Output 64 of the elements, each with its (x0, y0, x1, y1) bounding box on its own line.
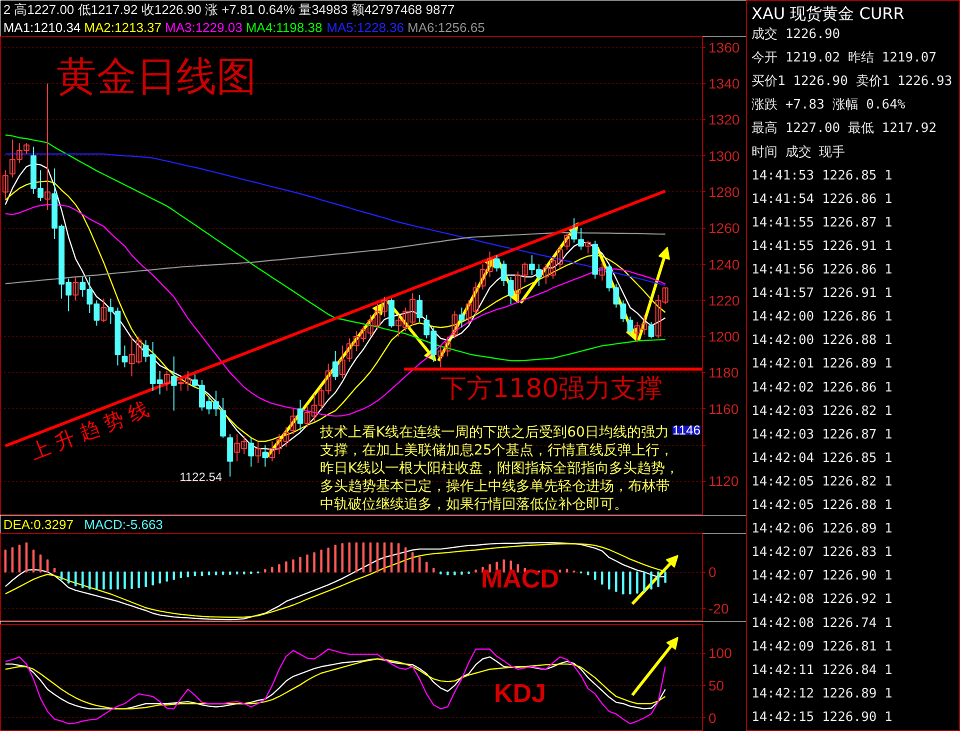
y-tick-label: 1240 (708, 256, 740, 272)
text: 14:42:11 1226.84 1 (752, 662, 892, 678)
y-tick-label: 1300 (708, 148, 740, 164)
y-tick-label: 1180 (708, 364, 739, 381)
text: 14:41:54 1226.86 1 (752, 192, 892, 207)
chart-subtitle: 2 高1227.00 低1217.92 收1226.90 涨 +7.81 0.64% 量34983 额42797468 9877 (3, 2, 455, 17)
y-tick-label: 1340 (708, 75, 740, 92)
text: 14:42:07 1226.90 1 (752, 568, 892, 584)
y-tick-label: 1320 (708, 112, 740, 128)
text: 最高 1227.00 最低 1217.92 (752, 120, 937, 136)
text: XAU 现货黄金 CURR (752, 4, 904, 23)
text: 14:42:03 1226.82 1 (752, 404, 892, 419)
text: MA1:1210.34 (3, 20, 81, 35)
text: MA5:1228.36 (326, 20, 404, 35)
text: 14:42:04 1226.85 1 (752, 450, 892, 466)
y-tick-label: 1220 (708, 292, 740, 308)
text: MACD:-5.663 (84, 517, 163, 532)
y-tick-label: 1280 (708, 184, 740, 200)
text: 14:41:57 1226.91 1 (752, 286, 892, 302)
text: 14:42:12 1226.89 1 (752, 686, 892, 702)
text: 成交 1226.90 (752, 26, 840, 42)
text: 14:42:03 1226.87 1 (752, 427, 892, 442)
y-tick-label: 1160 (708, 400, 739, 417)
text: 时间 成交 现手 (752, 144, 846, 160)
text: 14:42:00 1226.88 1 (752, 333, 892, 348)
text: MA6:1256.65 (407, 20, 485, 35)
ref-line-label: 下方1180强力支撑 (440, 374, 663, 404)
y-tick-label: 1200 (708, 328, 740, 345)
text: 买价1 1226.90 卖价1 1226.93 (752, 74, 952, 90)
y-tick-label: 1360 (708, 39, 740, 56)
y-tick-label: 100 (708, 645, 732, 662)
text: MA4:1198.38 (246, 20, 322, 35)
annotation: KDJ (494, 678, 546, 708)
text: 14:42:08 1226.92 1 (752, 592, 892, 608)
text: 14:42:05 1226.82 1 (752, 474, 892, 490)
annotation: MACD (480, 563, 559, 594)
y-tick-label: -20 (708, 600, 729, 617)
y-tick-label: 0 (708, 564, 716, 580)
text: 14:41:55 1226.87 1 (752, 215, 892, 230)
text: 14:41:56 1226.86 1 (752, 262, 892, 278)
text: 14:42:06 1226.89 1 (752, 522, 892, 537)
annotation: 1122.54 (180, 470, 222, 484)
text: 1146 (672, 422, 701, 438)
text: DEA:0.3297 (3, 517, 74, 532)
text: 14:42:08 1226.74 1 (752, 616, 892, 631)
text: 14:42:02 1226.86 1 (752, 380, 892, 396)
y-tick-label: 1260 (708, 220, 740, 236)
text: 14:41:55 1226.91 1 (752, 238, 892, 254)
text: 14:42:07 1226.83 1 (752, 545, 892, 560)
text: 上 升 趋 势 线 (26, 396, 152, 464)
text: 14:42:09 1226.81 1 (752, 639, 892, 654)
text: 14:42:01 1226.89 1 (752, 356, 892, 372)
text: 涨跌 +7.83 涨幅 0.64% (752, 98, 906, 113)
text: MA2:1213.37 (84, 20, 162, 35)
text: 14:42:00 1226.86 1 (752, 310, 892, 325)
text: 14:41:53 1226.85 1 (752, 168, 892, 184)
text: 14:42:05 1226.88 1 (752, 498, 892, 514)
text: MA3:1229.03 (164, 20, 242, 35)
text: 今开 1219.02 昨结 1219.07 (752, 50, 937, 66)
y-tick-label: 0 (708, 710, 716, 726)
text: 14:42:15 1226.90 1 (752, 710, 892, 725)
y-tick-label: 1120 (708, 473, 739, 490)
text: 黄金日线图 (56, 54, 257, 100)
y-tick-label: 50 (708, 677, 724, 694)
